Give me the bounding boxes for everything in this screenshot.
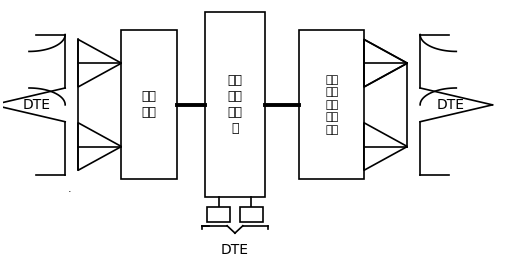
Text: 分组
交换
数据
网: 分组 交换 数据 网 bbox=[227, 74, 242, 135]
Bar bbox=[121, 30, 177, 179]
Text: 用户
电报
及低
速数
据网: 用户 电报 及低 速数 据网 bbox=[325, 75, 338, 135]
Text: DTE: DTE bbox=[23, 98, 51, 112]
Bar bbox=[299, 30, 364, 179]
Text: DTE: DTE bbox=[221, 243, 249, 257]
Bar bbox=[205, 12, 265, 197]
Text: DTE: DTE bbox=[437, 98, 465, 112]
Bar bbox=[207, 207, 231, 222]
Text: 电话
交换: 电话 交换 bbox=[142, 90, 157, 119]
Bar bbox=[239, 207, 263, 222]
Text: .: . bbox=[67, 184, 71, 194]
